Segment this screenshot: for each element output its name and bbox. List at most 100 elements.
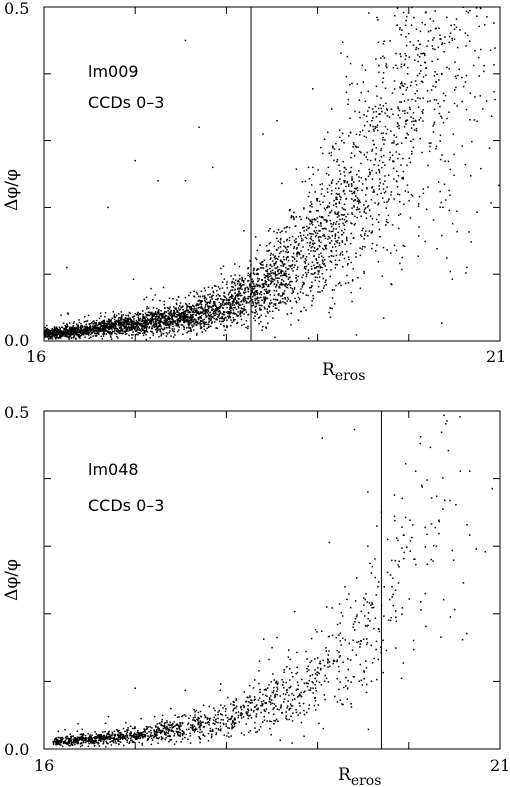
data-point — [266, 268, 269, 271]
data-point — [243, 281, 245, 283]
data-point — [267, 292, 269, 294]
data-point — [469, 119, 471, 121]
data-point — [364, 232, 366, 235]
data-point — [435, 545, 438, 547]
data-point — [293, 217, 295, 219]
data-point — [139, 329, 141, 331]
data-point — [456, 230, 458, 233]
data-point — [339, 218, 341, 221]
data-point — [137, 314, 140, 317]
data-point — [410, 116, 412, 118]
data-point — [133, 315, 136, 317]
data-point — [94, 332, 97, 335]
data-point — [402, 110, 404, 112]
data-point — [211, 321, 213, 323]
data-point — [441, 117, 443, 119]
data-point — [395, 537, 398, 539]
data-point — [87, 331, 90, 333]
data-point — [247, 280, 249, 282]
data-point — [354, 629, 356, 631]
data-point — [172, 321, 174, 323]
data-point — [271, 310, 274, 312]
data-point — [370, 644, 372, 647]
data-point — [337, 180, 340, 183]
data-point — [437, 181, 440, 183]
data-point — [226, 283, 228, 285]
data-point — [192, 325, 195, 327]
data-point — [155, 323, 158, 325]
data-point — [329, 260, 332, 262]
data-point — [185, 303, 187, 305]
data-point — [150, 735, 153, 737]
data-point — [227, 696, 229, 699]
data-point — [403, 245, 406, 247]
data-point — [294, 264, 296, 266]
data-point — [229, 325, 232, 327]
data-point — [265, 283, 267, 285]
data-point — [309, 220, 311, 222]
data-point — [386, 109, 389, 111]
data-point — [78, 336, 81, 338]
data-point — [483, 64, 485, 67]
data-point — [467, 11, 470, 14]
data-point — [341, 241, 344, 244]
data-point — [176, 310, 178, 312]
data-point — [428, 150, 431, 153]
data-point — [403, 126, 406, 128]
data-point — [382, 639, 384, 642]
data-point — [145, 319, 147, 321]
data-point — [317, 236, 320, 239]
data-point — [342, 41, 344, 43]
data-point — [56, 336, 58, 339]
data-point — [411, 150, 413, 153]
data-point — [415, 28, 418, 30]
data-point — [268, 658, 270, 661]
data-point — [123, 325, 125, 327]
data-point — [363, 272, 365, 275]
data-point — [181, 324, 184, 326]
data-point — [167, 316, 169, 318]
data-point — [215, 298, 217, 301]
data-point — [300, 257, 302, 259]
data-point — [229, 304, 231, 306]
data-point — [109, 327, 112, 330]
data-point — [296, 688, 298, 690]
data-point — [420, 80, 423, 83]
data-point — [270, 299, 272, 302]
data-point — [350, 185, 353, 187]
data-point — [100, 740, 102, 742]
data-point — [150, 313, 152, 315]
data-point — [68, 338, 70, 340]
data-point — [141, 326, 144, 328]
data-point — [151, 320, 153, 322]
data-point — [317, 270, 319, 272]
data-point — [404, 137, 407, 139]
data-point — [159, 320, 162, 322]
data-point — [318, 280, 321, 283]
data-point — [401, 497, 403, 500]
data-point — [187, 305, 189, 307]
data-point — [148, 327, 150, 329]
data-point — [310, 250, 312, 252]
data-point — [276, 277, 279, 279]
data-point — [308, 252, 310, 255]
data-point — [339, 173, 342, 175]
data-point — [295, 300, 297, 303]
data-point — [332, 223, 334, 226]
data-point — [320, 241, 322, 244]
data-point — [348, 258, 350, 261]
data-point — [237, 280, 239, 282]
data-point — [108, 318, 110, 320]
data-point — [431, 45, 433, 47]
data-point — [212, 316, 214, 319]
data-point — [437, 58, 439, 61]
data-point — [384, 112, 386, 114]
data-point — [375, 153, 377, 155]
data-point — [76, 330, 78, 333]
data-point — [146, 319, 149, 321]
data-point — [78, 737, 81, 740]
data-point — [133, 736, 135, 738]
data-point — [382, 105, 385, 107]
data-point — [252, 687, 255, 689]
data-point — [389, 40, 391, 42]
